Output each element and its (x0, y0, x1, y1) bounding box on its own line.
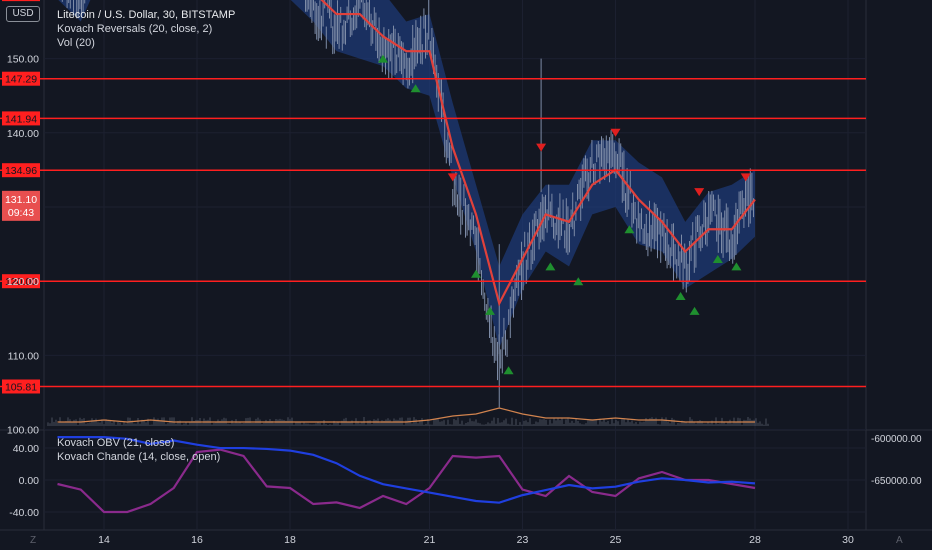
down-marker (740, 173, 751, 182)
currency-button[interactable]: USD (6, 6, 40, 22)
price-tick: 100.00 (7, 425, 39, 437)
lower-left-tick: -40.00 (9, 507, 39, 519)
indicator-kovach-obv[interactable]: Kovach OBV (21, close) (57, 437, 175, 449)
auto-scale-button[interactable]: A (896, 535, 903, 546)
up-marker (712, 254, 723, 263)
price-tick: 150.00 (7, 54, 39, 66)
price-tick: 120.00 (7, 276, 39, 288)
down-marker (447, 173, 458, 182)
lower-left-tick: 40.00 (13, 443, 39, 455)
current-price: 131.10 (5, 194, 37, 206)
level-label-bg (2, 0, 40, 2)
down-marker (694, 188, 705, 197)
level-label-bg (2, 274, 40, 289)
level-label: 120.00 (5, 276, 37, 288)
price-tick: 110.00 (8, 350, 39, 362)
lower-right-tick: -650000.00 (871, 476, 922, 487)
price-tick: 140.00 (7, 128, 39, 140)
zoom-button[interactable]: Z (30, 535, 37, 546)
time-label: 23 (517, 534, 529, 546)
time-label: 16 (191, 534, 203, 546)
midline-series (320, 0, 756, 307)
level-label: 147.29 (5, 74, 37, 86)
obv-series (57, 436, 756, 504)
level-label-bg (2, 379, 40, 394)
level-label: 141.94 (5, 113, 37, 125)
up-marker (503, 366, 514, 375)
time-label: 30 (842, 534, 854, 546)
down-marker (536, 143, 547, 152)
time-label: 21 (424, 534, 436, 546)
up-marker (378, 54, 388, 63)
level-label: 158.69 (5, 0, 37, 1)
up-marker (545, 262, 556, 271)
lower-left-tick: 0.00 (19, 475, 40, 487)
level-label-bg (2, 163, 40, 178)
current-price-bg (2, 190, 40, 221)
up-marker (573, 277, 584, 286)
countdown: 09:43 (8, 207, 34, 219)
up-marker (689, 306, 700, 315)
indicator-kovach-chande[interactable]: Kovach Chande (14, close, open) (57, 451, 221, 463)
time-label: 28 (749, 534, 761, 546)
indicator-volume[interactable]: Vol (20) (57, 37, 95, 49)
level-label-bg (2, 71, 40, 86)
time-label: 25 (610, 534, 622, 546)
up-marker (731, 262, 742, 271)
up-marker (410, 84, 421, 93)
up-marker (675, 292, 686, 301)
candles-group (61, 0, 754, 408)
lower-right-tick: -600000.00 (871, 434, 922, 445)
time-label: 14 (98, 534, 110, 546)
down-marker (610, 128, 621, 137)
level-label: 105.81 (5, 381, 37, 393)
chande-series (57, 448, 756, 514)
indicator-kovach-reversals[interactable]: Kovach Reversals (20, close, 2) (57, 23, 213, 35)
symbol-title: Litecoin / U.S. Dollar, 30, BITSTAMP (57, 8, 235, 22)
symbol-title-text: Litecoin / U.S. Dollar, 30, BITSTAMP (57, 9, 236, 21)
level-label-bg (2, 111, 40, 126)
up-marker (624, 225, 635, 234)
up-marker (484, 306, 495, 315)
time-label: 18 (284, 534, 296, 546)
up-marker (471, 269, 481, 278)
level-label: 134.96 (5, 165, 37, 177)
volume-line (57, 407, 755, 423)
